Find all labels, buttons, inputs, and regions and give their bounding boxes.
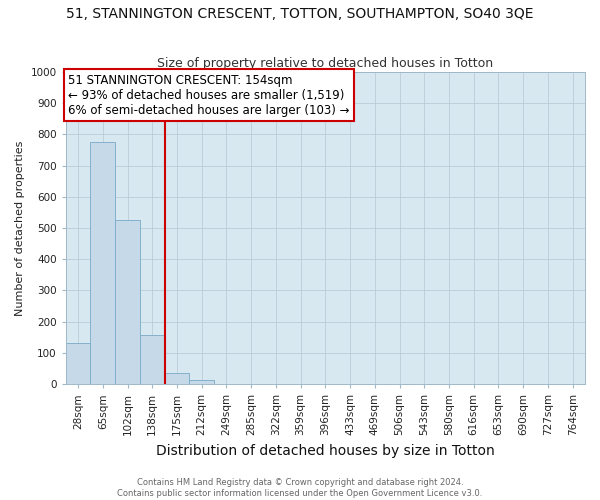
Title: Size of property relative to detached houses in Totton: Size of property relative to detached ho… [157, 56, 493, 70]
Bar [115, 220, 140, 384]
Bar [66, 343, 91, 384]
Bar [140, 334, 164, 384]
Text: Contains HM Land Registry data © Crown copyright and database right 2024.
Contai: Contains HM Land Registry data © Crown c… [118, 478, 482, 498]
Text: 51 STANNINGTON CRESCENT: 154sqm
← 93% of detached houses are smaller (1,519)
6% : 51 STANNINGTON CRESCENT: 154sqm ← 93% of… [68, 74, 350, 116]
Text: 51, STANNINGTON CRESCENT, TOTTON, SOUTHAMPTON, SO40 3QE: 51, STANNINGTON CRESCENT, TOTTON, SOUTHA… [66, 8, 534, 22]
Y-axis label: Number of detached properties: Number of detached properties [15, 140, 25, 316]
Bar [91, 142, 115, 384]
X-axis label: Distribution of detached houses by size in Totton: Distribution of detached houses by size … [156, 444, 495, 458]
Bar [164, 373, 190, 384]
Bar [190, 380, 214, 384]
